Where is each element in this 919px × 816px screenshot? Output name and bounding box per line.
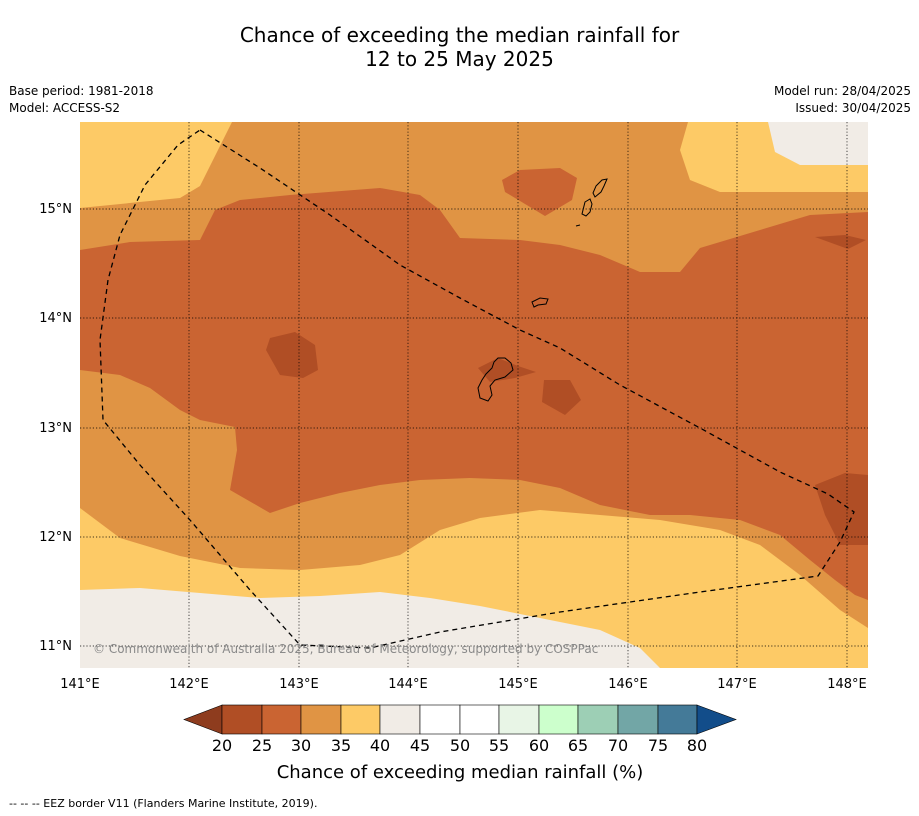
contour-20-25-guam bbox=[478, 358, 536, 382]
contour-25-30 bbox=[80, 188, 868, 600]
eez-border bbox=[99, 129, 855, 649]
tinian-island bbox=[581, 198, 593, 217]
lat-tick-11n: 11°N bbox=[39, 639, 72, 654]
chart-title-line2: 12 to 25 May 2025 bbox=[365, 47, 554, 71]
copyright-text: © Commonwealth of Australia 2025, Bureau… bbox=[93, 642, 598, 656]
colorbar-bin-50-55 bbox=[459, 704, 500, 735]
colorbar-tick-65: 65 bbox=[568, 736, 588, 755]
probability-contours bbox=[80, 122, 868, 668]
issued-label: Issued: 30/04/2025 bbox=[795, 101, 911, 115]
colorbar-bin-25-30 bbox=[261, 704, 302, 735]
contour-20-25-west bbox=[266, 332, 318, 378]
colorbar-bin-65-70 bbox=[577, 704, 619, 735]
colorbar-tick-30: 30 bbox=[291, 736, 311, 755]
lat-tick-14n: 14°N bbox=[39, 311, 72, 326]
chart-title-line1: Chance of exceeding the median rainfall … bbox=[239, 23, 680, 47]
lon-tick-146e: 146°E bbox=[608, 677, 648, 692]
contour-20-25-east bbox=[542, 380, 581, 415]
island-outlines bbox=[477, 178, 608, 402]
model-label: Model: ACCESS-S2 bbox=[9, 101, 121, 115]
colorbar-extend-high bbox=[696, 704, 737, 735]
colorbar-tick-75: 75 bbox=[648, 736, 668, 755]
colorbar-bin-35-40 bbox=[340, 704, 381, 735]
gridlines bbox=[80, 122, 868, 668]
guam-island bbox=[477, 357, 514, 402]
colorbar-tick-35: 35 bbox=[331, 736, 351, 755]
contour-40-45-south bbox=[80, 588, 660, 668]
colorbar-title: Chance of exceeding median rainfall (%) bbox=[277, 762, 644, 783]
lat-tick-15n: 15°N bbox=[39, 202, 72, 217]
lon-tick-147e: 147°E bbox=[717, 677, 757, 692]
colorbar-bin-70-75 bbox=[617, 704, 659, 735]
colorbar-bin-55-60 bbox=[498, 704, 540, 735]
colorbar-tick-25: 25 bbox=[252, 736, 272, 755]
rota-island bbox=[531, 297, 549, 308]
lat-tick-labels: 15°N 14°N 13°N 12°N 11°N bbox=[39, 202, 72, 654]
colorbar-bin-40-45 bbox=[379, 704, 421, 735]
lat-tick-12n: 12°N bbox=[39, 530, 72, 545]
lon-tick-141e: 141°E bbox=[60, 677, 100, 692]
colorbar-tick-70: 70 bbox=[608, 736, 628, 755]
colorbar-extend-low bbox=[183, 704, 223, 735]
colorbar-bin-75-80 bbox=[657, 704, 698, 735]
colorbar-bin-30-35 bbox=[300, 704, 342, 735]
base-period-label: Base period: 1981-2018 bbox=[9, 84, 154, 98]
colorbar-bin-60-65 bbox=[538, 704, 579, 735]
eez-footnote: -- -- -- EEZ border V11 (Flanders Marine… bbox=[9, 797, 318, 810]
colorbar-tick-60: 60 bbox=[529, 736, 549, 755]
lon-tick-148e: 148°E bbox=[827, 677, 867, 692]
colorbar-tick-80: 80 bbox=[687, 736, 707, 755]
colorbar-tick-50: 50 bbox=[450, 736, 470, 755]
contour-20-25-northeast bbox=[815, 235, 866, 249]
contour-25-30-north-cell bbox=[502, 168, 577, 216]
colorbar-bin-45-50 bbox=[419, 704, 461, 735]
saipan-island bbox=[592, 178, 608, 198]
colorbar-tick-40: 40 bbox=[370, 736, 390, 755]
lon-tick-labels: 141°E 142°E 143°E 144°E 145°E 146°E 147°… bbox=[60, 677, 867, 692]
colorbar-tick-55: 55 bbox=[489, 736, 509, 755]
model-run-label: Model run: 28/04/2025 bbox=[773, 84, 911, 98]
lat-tick-13n: 13°N bbox=[39, 421, 72, 436]
aguijan-island bbox=[575, 224, 581, 227]
lon-tick-142e: 142°E bbox=[169, 677, 209, 692]
colorbar-tick-45: 45 bbox=[410, 736, 430, 755]
contour-40-45-north bbox=[768, 122, 868, 165]
rainfall-map: © Commonwealth of Australia 2025, Bureau… bbox=[39, 122, 868, 783]
lon-tick-145e: 145°E bbox=[498, 677, 538, 692]
colorbar-bin-20-25 bbox=[221, 704, 263, 735]
colorbar: 20 25 30 35 40 45 50 55 60 65 70 75 80 C… bbox=[183, 704, 737, 783]
lon-tick-144e: 144°E bbox=[388, 677, 428, 692]
contour-20-25-southeast bbox=[815, 473, 868, 545]
lon-tick-143e: 143°E bbox=[279, 677, 319, 692]
colorbar-tick-20: 20 bbox=[212, 736, 232, 755]
